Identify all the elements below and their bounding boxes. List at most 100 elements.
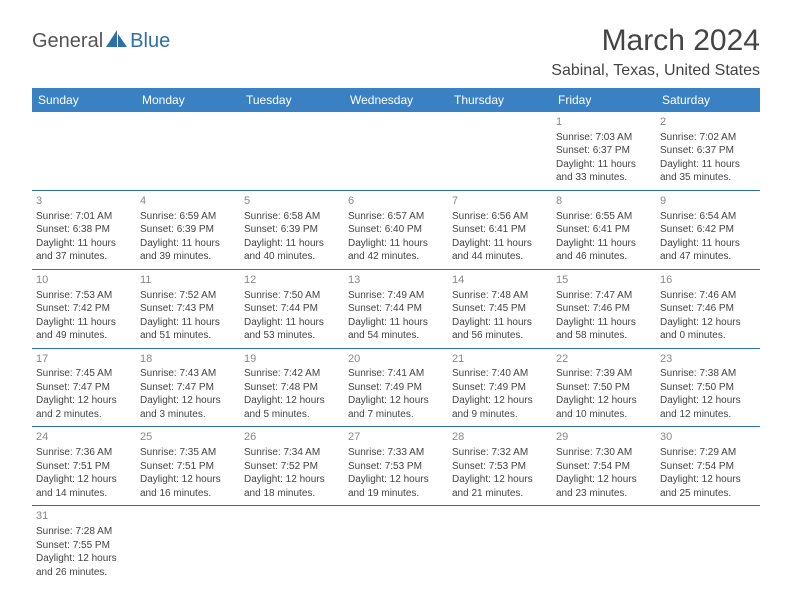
- calendar-week-row: 3Sunrise: 7:01 AMSunset: 6:38 PM Daylight…: [32, 190, 760, 269]
- sunrise-line: Sunrise: 7:41 AM: [348, 367, 444, 381]
- sunrise-line: Sunrise: 6:59 AM: [140, 210, 236, 224]
- header: General Blue March 2024 Sabinal, Texas, …: [32, 24, 760, 80]
- calendar-table: SundayMondayTuesdayWednesdayThursdayFrid…: [32, 88, 760, 584]
- calendar-day-cell: 3Sunrise: 7:01 AMSunset: 6:38 PMDaylight…: [32, 190, 136, 269]
- day-number: 23: [660, 352, 756, 367]
- sunset-line: Sunset: 7:54 PM: [660, 460, 756, 474]
- daylight-line: and 18 minutes.: [244, 487, 340, 501]
- sunset-line: Sunset: 7:53 PM: [348, 460, 444, 474]
- sunrise-line: Sunrise: 7:38 AM: [660, 367, 756, 381]
- calendar-day-cell: 2Sunrise: 7:02 AMSunset: 6:37 PMDaylight…: [656, 112, 760, 190]
- sunrise-line: Sunrise: 7:01 AM: [36, 210, 132, 224]
- sunset-line: Sunset: 6:42 PM: [660, 223, 756, 237]
- daylight-line: Daylight: 11 hours: [244, 237, 340, 251]
- calendar-day-cell: 17Sunrise: 7:45 AMSunset: 7:47 PMDayligh…: [32, 348, 136, 427]
- logo: General Blue: [32, 30, 170, 53]
- sunrise-line: Sunrise: 7:47 AM: [556, 289, 652, 303]
- daylight-line: and 2 minutes.: [36, 408, 132, 422]
- calendar-day-cell: [240, 112, 344, 190]
- calendar-day-cell: [344, 112, 448, 190]
- calendar-day-cell: 15Sunrise: 7:47 AMSunset: 7:46 PMDayligh…: [552, 269, 656, 348]
- sunset-line: Sunset: 6:37 PM: [660, 144, 756, 158]
- calendar-day-cell: 13Sunrise: 7:49 AMSunset: 7:44 PMDayligh…: [344, 269, 448, 348]
- calendar-day-cell: 4Sunrise: 6:59 AMSunset: 6:39 PMDaylight…: [136, 190, 240, 269]
- daylight-line: Daylight: 12 hours: [452, 394, 548, 408]
- calendar-day-cell: 28Sunrise: 7:32 AMSunset: 7:53 PMDayligh…: [448, 427, 552, 506]
- daylight-line: Daylight: 11 hours: [556, 158, 652, 172]
- daylight-line: and 51 minutes.: [140, 329, 236, 343]
- sunset-line: Sunset: 6:41 PM: [452, 223, 548, 237]
- day-number: 4: [140, 194, 236, 209]
- day-number: 14: [452, 273, 548, 288]
- weekday-header: Friday: [552, 88, 656, 112]
- day-number: 10: [36, 273, 132, 288]
- sunrise-line: Sunrise: 7:52 AM: [140, 289, 236, 303]
- calendar-week-row: 31Sunrise: 7:28 AMSunset: 7:55 PMDayligh…: [32, 506, 760, 584]
- calendar-day-cell: [448, 506, 552, 584]
- daylight-line: Daylight: 12 hours: [36, 552, 132, 566]
- calendar-day-cell: 5Sunrise: 6:58 AMSunset: 6:39 PMDaylight…: [240, 190, 344, 269]
- sunrise-line: Sunrise: 6:57 AM: [348, 210, 444, 224]
- sunrise-line: Sunrise: 7:43 AM: [140, 367, 236, 381]
- calendar-day-cell: 14Sunrise: 7:48 AMSunset: 7:45 PMDayligh…: [448, 269, 552, 348]
- day-number: 3: [36, 194, 132, 209]
- daylight-line: and 10 minutes.: [556, 408, 652, 422]
- sunset-line: Sunset: 7:52 PM: [244, 460, 340, 474]
- daylight-line: and 37 minutes.: [36, 250, 132, 264]
- day-number: 25: [140, 430, 236, 445]
- month-title: March 2024: [551, 24, 760, 58]
- sunrise-line: Sunrise: 7:39 AM: [556, 367, 652, 381]
- sunset-line: Sunset: 7:48 PM: [244, 381, 340, 395]
- daylight-line: and 25 minutes.: [660, 487, 756, 501]
- calendar-day-cell: 24Sunrise: 7:36 AMSunset: 7:51 PMDayligh…: [32, 427, 136, 506]
- daylight-line: Daylight: 12 hours: [36, 394, 132, 408]
- calendar-week-row: 24Sunrise: 7:36 AMSunset: 7:51 PMDayligh…: [32, 427, 760, 506]
- calendar-day-cell: [32, 112, 136, 190]
- daylight-line: and 46 minutes.: [556, 250, 652, 264]
- weekday-header: Tuesday: [240, 88, 344, 112]
- calendar-day-cell: 22Sunrise: 7:39 AMSunset: 7:50 PMDayligh…: [552, 348, 656, 427]
- sunrise-line: Sunrise: 7:53 AM: [36, 289, 132, 303]
- daylight-line: and 54 minutes.: [348, 329, 444, 343]
- sunrise-line: Sunrise: 7:02 AM: [660, 131, 756, 145]
- daylight-line: and 5 minutes.: [244, 408, 340, 422]
- sunset-line: Sunset: 6:39 PM: [244, 223, 340, 237]
- daylight-line: and 42 minutes.: [348, 250, 444, 264]
- daylight-line: Daylight: 12 hours: [244, 394, 340, 408]
- weekday-header: Thursday: [448, 88, 552, 112]
- daylight-line: Daylight: 11 hours: [660, 237, 756, 251]
- sunset-line: Sunset: 7:50 PM: [660, 381, 756, 395]
- day-number: 27: [348, 430, 444, 445]
- calendar-day-cell: 26Sunrise: 7:34 AMSunset: 7:52 PMDayligh…: [240, 427, 344, 506]
- sunset-line: Sunset: 7:51 PM: [140, 460, 236, 474]
- calendar-day-cell: 8Sunrise: 6:55 AMSunset: 6:41 PMDaylight…: [552, 190, 656, 269]
- daylight-line: and 49 minutes.: [36, 329, 132, 343]
- day-number: 8: [556, 194, 652, 209]
- daylight-line: Daylight: 11 hours: [140, 316, 236, 330]
- day-number: 18: [140, 352, 236, 367]
- daylight-line: Daylight: 12 hours: [140, 394, 236, 408]
- sunset-line: Sunset: 6:38 PM: [36, 223, 132, 237]
- day-number: 24: [36, 430, 132, 445]
- sunset-line: Sunset: 7:44 PM: [348, 302, 444, 316]
- daylight-line: and 0 minutes.: [660, 329, 756, 343]
- sunrise-line: Sunrise: 7:34 AM: [244, 446, 340, 460]
- calendar-day-cell: [448, 112, 552, 190]
- sunset-line: Sunset: 7:47 PM: [36, 381, 132, 395]
- day-number: 19: [244, 352, 340, 367]
- sunset-line: Sunset: 7:44 PM: [244, 302, 340, 316]
- daylight-line: Daylight: 11 hours: [660, 158, 756, 172]
- calendar-week-row: 1Sunrise: 7:03 AMSunset: 6:37 PMDaylight…: [32, 112, 760, 190]
- day-number: 2: [660, 115, 756, 130]
- day-number: 16: [660, 273, 756, 288]
- weekday-header: Sunday: [32, 88, 136, 112]
- daylight-line: Daylight: 12 hours: [660, 473, 756, 487]
- calendar-day-cell: 9Sunrise: 6:54 AMSunset: 6:42 PMDaylight…: [656, 190, 760, 269]
- weekday-header: Saturday: [656, 88, 760, 112]
- day-number: 17: [36, 352, 132, 367]
- calendar-body: 1Sunrise: 7:03 AMSunset: 6:37 PMDaylight…: [32, 112, 760, 584]
- daylight-line: and 14 minutes.: [36, 487, 132, 501]
- calendar-day-cell: 21Sunrise: 7:40 AMSunset: 7:49 PMDayligh…: [448, 348, 552, 427]
- calendar-day-cell: 30Sunrise: 7:29 AMSunset: 7:54 PMDayligh…: [656, 427, 760, 506]
- day-number: 15: [556, 273, 652, 288]
